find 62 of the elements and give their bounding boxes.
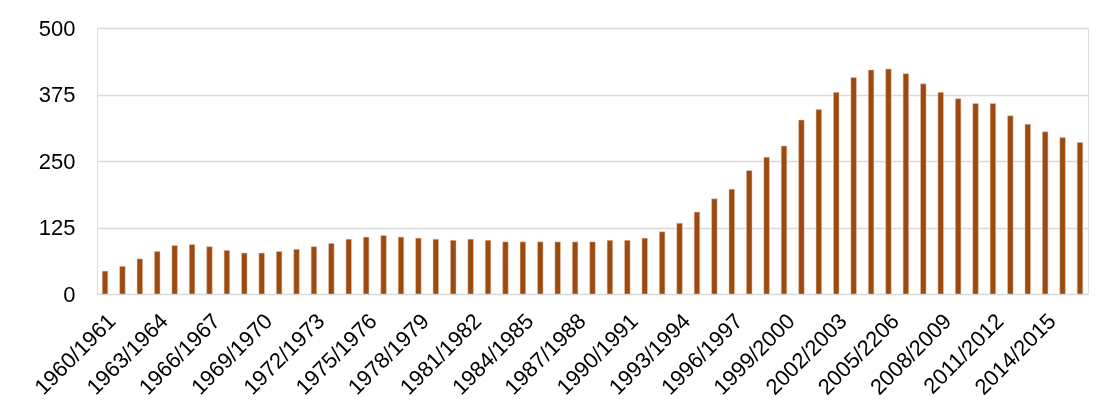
bar xyxy=(415,237,422,295)
bar xyxy=(328,243,335,295)
bar xyxy=(659,231,666,295)
bar xyxy=(293,249,300,295)
bar xyxy=(450,240,457,295)
bar xyxy=(276,251,283,295)
bar xyxy=(955,98,962,295)
bar xyxy=(467,238,474,295)
bar xyxy=(937,92,944,295)
bar xyxy=(1042,131,1049,295)
bar xyxy=(189,244,196,295)
y-tick-label: 500 xyxy=(38,15,76,41)
bar xyxy=(136,258,143,295)
bar xyxy=(223,250,230,295)
bar xyxy=(363,236,370,295)
bar xyxy=(432,238,439,295)
bar xyxy=(972,103,979,295)
bar xyxy=(868,69,875,295)
bar xyxy=(711,198,718,295)
y-tick-label: 375 xyxy=(38,82,76,107)
bar xyxy=(572,241,579,295)
bar xyxy=(554,241,561,295)
bar xyxy=(154,251,161,295)
bar xyxy=(641,237,648,295)
bar xyxy=(1059,137,1066,295)
bar xyxy=(119,266,126,295)
bar xyxy=(693,211,700,295)
bar xyxy=(920,83,927,295)
bar xyxy=(902,73,909,295)
bar xyxy=(1007,115,1014,295)
bar xyxy=(1076,142,1084,295)
bar xyxy=(519,241,526,295)
bar xyxy=(502,241,509,295)
bar xyxy=(485,240,492,295)
bar xyxy=(380,235,387,295)
bar xyxy=(815,109,822,295)
bar xyxy=(1024,124,1031,295)
bar xyxy=(676,222,683,295)
bar xyxy=(206,246,213,295)
bar xyxy=(101,270,109,295)
bar xyxy=(258,252,265,295)
bar xyxy=(850,77,857,295)
y-tick-label: 125 xyxy=(38,215,76,240)
bar xyxy=(728,188,735,295)
bar xyxy=(746,170,753,295)
bar xyxy=(589,241,596,295)
bar xyxy=(833,92,840,295)
bar xyxy=(885,68,892,295)
bar xyxy=(537,241,544,295)
y-tick-label: 250 xyxy=(38,148,76,174)
bar xyxy=(397,236,405,295)
bar xyxy=(798,119,805,295)
bar xyxy=(624,240,631,295)
bar xyxy=(780,145,788,295)
bar xyxy=(763,157,770,295)
bar xyxy=(171,245,178,295)
bar xyxy=(241,252,248,295)
bar xyxy=(989,103,996,295)
y-tick-label: 0 xyxy=(63,281,76,307)
bar xyxy=(310,246,317,295)
bar xyxy=(345,238,352,295)
bar xyxy=(606,240,613,295)
